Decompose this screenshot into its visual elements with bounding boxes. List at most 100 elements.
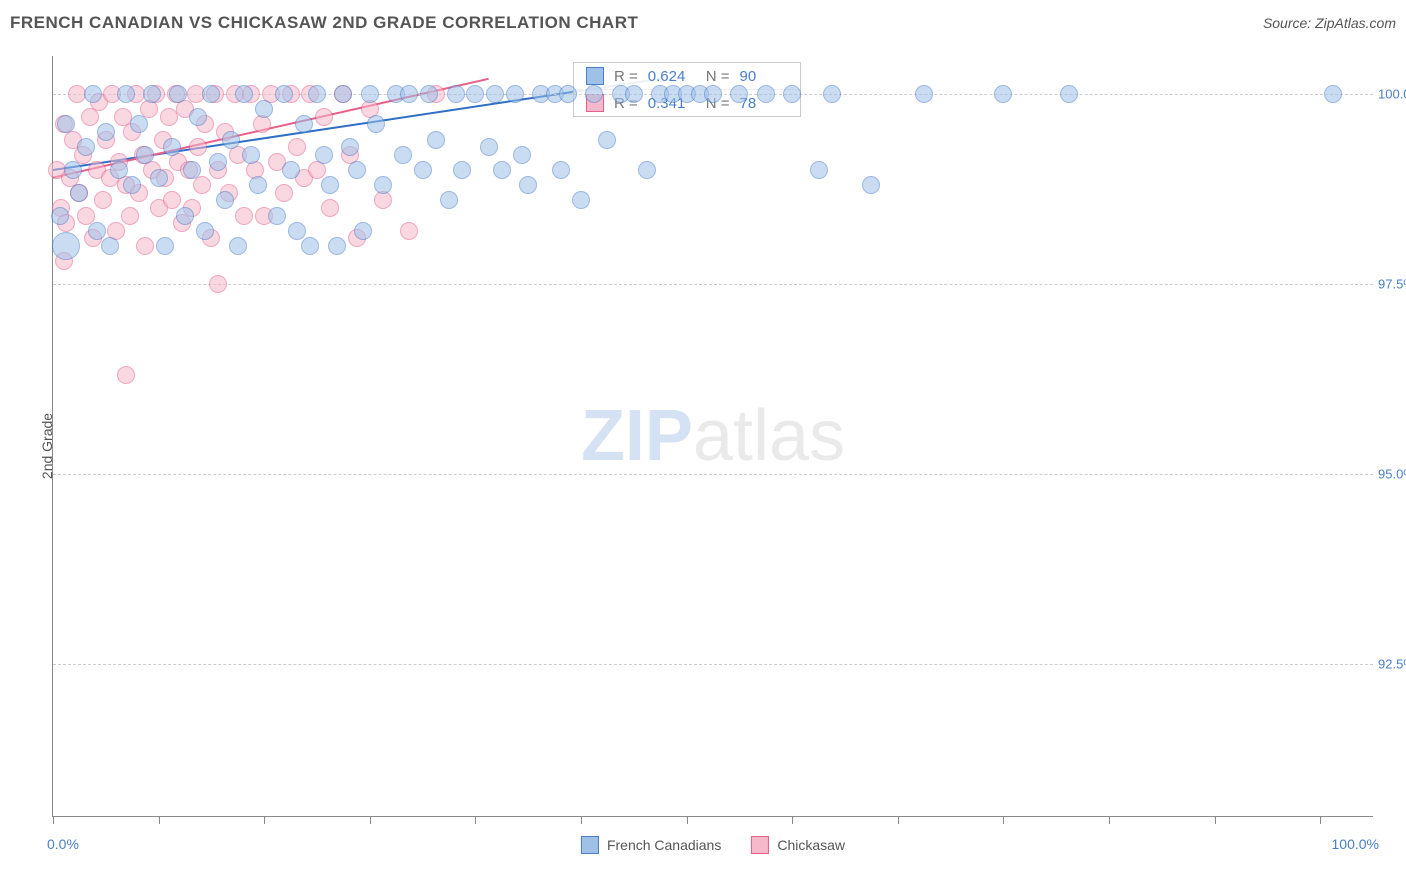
scatter-point [559, 85, 577, 103]
scatter-point [136, 146, 154, 164]
scatter-point [341, 138, 359, 156]
y-tick-label: 100.0% [1378, 87, 1406, 102]
scatter-point [420, 85, 438, 103]
scatter-point [915, 85, 933, 103]
x-tick [1320, 816, 1321, 824]
scatter-point [275, 184, 293, 202]
scatter-point [328, 237, 346, 255]
scatter-point [447, 85, 465, 103]
scatter-point [117, 85, 135, 103]
scatter-point [282, 161, 300, 179]
scatter-point [235, 207, 253, 225]
x-tick [475, 816, 476, 824]
scatter-point [77, 138, 95, 156]
scatter-point [638, 161, 656, 179]
scatter-point [394, 146, 412, 164]
scatter-point [51, 207, 69, 225]
scatter-point [123, 176, 141, 194]
scatter-point [242, 146, 260, 164]
scatter-point [374, 176, 392, 194]
legend-swatch-chickasaw [751, 836, 769, 854]
x-tick [264, 816, 265, 824]
scatter-point [348, 161, 366, 179]
x-tick [159, 816, 160, 824]
scatter-point [143, 85, 161, 103]
scatter-point [757, 85, 775, 103]
x-tick [370, 816, 371, 824]
scatter-point [84, 85, 102, 103]
bottom-legend: French Canadians Chickasaw [581, 836, 845, 854]
scatter-point [117, 366, 135, 384]
scatter-point [189, 108, 207, 126]
scatter-point [598, 131, 616, 149]
chart-header: FRENCH CANADIAN VS CHICKASAW 2ND GRADE C… [0, 0, 1406, 46]
scatter-point [513, 146, 531, 164]
scatter-point [810, 161, 828, 179]
scatter-point [480, 138, 498, 156]
scatter-point [400, 85, 418, 103]
stats-n-french: 90 [740, 68, 788, 85]
scatter-point [156, 237, 174, 255]
scatter-point [453, 161, 471, 179]
watermark-bold: ZIP [581, 396, 693, 476]
scatter-point [414, 161, 432, 179]
x-tick [53, 816, 54, 824]
legend-label-french: French Canadians [607, 837, 721, 853]
scatter-point [493, 161, 511, 179]
scatter-point [196, 222, 214, 240]
scatter-point [130, 115, 148, 133]
scatter-point [519, 176, 537, 194]
x-tick [1003, 816, 1004, 824]
chart-source: Source: ZipAtlas.com [1263, 15, 1396, 31]
scatter-point [552, 161, 570, 179]
scatter-point [70, 184, 88, 202]
scatter-point [288, 222, 306, 240]
scatter-point [783, 85, 801, 103]
scatter-point [176, 207, 194, 225]
watermark: ZIPatlas [581, 395, 845, 477]
legend-swatch-french [581, 836, 599, 854]
x-tick [1109, 816, 1110, 824]
x-tick [792, 816, 793, 824]
scatter-point [57, 115, 75, 133]
scatter-point [321, 199, 339, 217]
scatter-point [216, 191, 234, 209]
scatter-point [253, 115, 271, 133]
scatter-point [308, 85, 326, 103]
legend-item-french: French Canadians [581, 836, 721, 854]
y-tick-label: 92.5% [1378, 657, 1406, 672]
scatter-point [209, 275, 227, 293]
scatter-point [183, 161, 201, 179]
stats-r-french: 0.624 [648, 68, 696, 85]
scatter-point [361, 85, 379, 103]
scatter-point [94, 191, 112, 209]
scatter-point [354, 222, 372, 240]
scatter-point [301, 237, 319, 255]
legend-item-chickasaw: Chickasaw [751, 836, 845, 854]
scatter-point [255, 100, 273, 118]
scatter-point [506, 85, 524, 103]
scatter-point [222, 131, 240, 149]
scatter-point [585, 85, 603, 103]
scatter-point [209, 153, 227, 171]
scatter-point [202, 85, 220, 103]
watermark-light: atlas [693, 396, 845, 476]
stats-swatch-french [586, 67, 604, 85]
scatter-point [994, 85, 1012, 103]
scatter-point [427, 131, 445, 149]
scatter-point [730, 85, 748, 103]
scatter-point [169, 85, 187, 103]
grid-line [53, 284, 1373, 285]
scatter-point [136, 237, 154, 255]
scatter-point [440, 191, 458, 209]
x-max-label: 100.0% [1332, 836, 1379, 852]
scatter-point [163, 191, 181, 209]
scatter-point [862, 176, 880, 194]
x-tick [687, 816, 688, 824]
stats-r-label: R = [614, 68, 638, 85]
x-tick [581, 816, 582, 824]
grid-line [53, 474, 1373, 475]
scatter-point [315, 108, 333, 126]
scatter-point-large [52, 232, 80, 260]
scatter-point [572, 191, 590, 209]
